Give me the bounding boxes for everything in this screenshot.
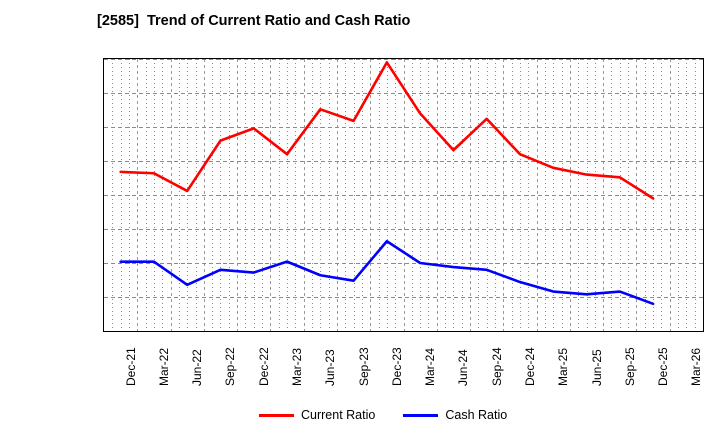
x-axis-tick-label: Mar-23 — [290, 347, 305, 386]
gridlines — [104, 59, 703, 331]
legend-color-swatch — [403, 413, 439, 417]
x-axis-tick-label: Jun-23 — [323, 349, 338, 386]
chart-legend: Current Ratio Cash Ratio — [259, 404, 559, 426]
x-axis-tick-label: Jun-25 — [589, 349, 604, 386]
legend-color-swatch — [259, 413, 294, 417]
x-axis-tick-label: Sep-25 — [622, 347, 637, 386]
x-axis-tick-label: Mar-26 — [689, 347, 704, 386]
x-axis-tick-label: Mar-24 — [423, 347, 438, 386]
series-lines — [119, 61, 655, 306]
x-axis-tick-label: Dec-23 — [389, 347, 404, 386]
x-axis-tick-label: Sep-23 — [356, 347, 371, 386]
x-axis-tick-label: Dec-21 — [123, 347, 138, 386]
x-axis-tick-label: Jun-24 — [456, 349, 471, 386]
x-axis-tick-label: Sep-22 — [223, 347, 238, 386]
legend-label: Current Ratio — [301, 408, 376, 422]
x-axis-tick-label: Mar-22 — [156, 347, 171, 386]
x-axis-tick-label: Sep-24 — [489, 347, 504, 386]
x-axis-tick-label: Dec-24 — [522, 347, 537, 386]
x-axis-tick-label: Jun-22 — [190, 349, 205, 386]
legend-label: Cash Ratio — [445, 408, 508, 422]
series-line — [119, 61, 655, 200]
plot-area — [103, 58, 704, 332]
x-axis-tick-label: Dec-25 — [656, 347, 671, 386]
x-axis-tick-label: Mar-25 — [556, 347, 571, 386]
x-axis-tick-label: Dec-22 — [256, 347, 271, 386]
legend-item[interactable]: Current Ratio — [259, 408, 375, 422]
chart-title: [2585] Trend of Current Ratio and Cash R… — [97, 13, 411, 29]
series-line — [119, 239, 655, 306]
legend-item[interactable]: Cash Ratio — [403, 408, 507, 422]
